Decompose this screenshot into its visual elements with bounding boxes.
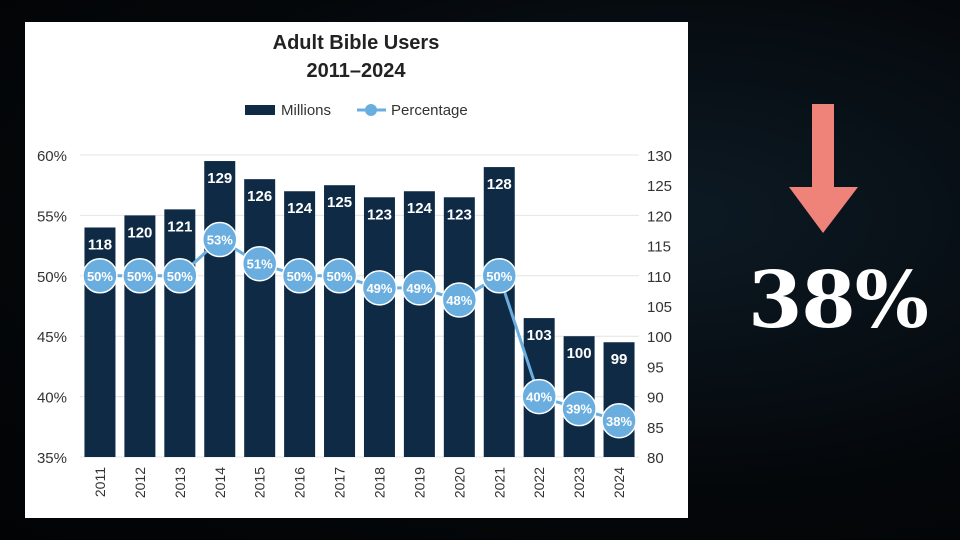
percentage-label: 49% xyxy=(366,281,392,296)
bar-2019 xyxy=(403,191,435,458)
bar-label: 99 xyxy=(611,351,628,368)
percentage-point-2017 xyxy=(321,258,358,294)
percentage-label: 50% xyxy=(127,269,153,284)
left-tick-label: 60% xyxy=(37,148,67,165)
bar-label: 118 xyxy=(88,236,112,253)
percentage-label: 51% xyxy=(247,257,273,272)
percentage-label: 40% xyxy=(526,390,552,405)
percentage-point-2016 xyxy=(281,258,318,294)
down-arrow-icon xyxy=(789,104,858,233)
x-tick-label: 2014 xyxy=(212,467,228,498)
percentage-label: 50% xyxy=(87,269,113,284)
x-tick-label: 2017 xyxy=(332,467,348,498)
x-tick-label: 2022 xyxy=(531,467,547,498)
percentage-label: 48% xyxy=(446,293,472,308)
bar-label: 120 xyxy=(127,224,152,241)
right-tick-label: 130 xyxy=(647,148,672,165)
x-tick-label: 2016 xyxy=(292,467,308,498)
left-tick-label: 40% xyxy=(37,390,67,407)
chart-subtitle: 2011–2024 xyxy=(306,60,406,82)
right-tick-label: 105 xyxy=(647,299,672,316)
bar-2020 xyxy=(443,197,475,457)
bar-2021 xyxy=(483,167,515,457)
percentage-label: 53% xyxy=(207,233,233,248)
x-tick-label: 2023 xyxy=(571,467,587,498)
bar-label: 125 xyxy=(327,194,352,211)
chart-card: Adult Bible Users 2011–2024 Millions Percen… xyxy=(25,22,688,518)
percentage-point-2020 xyxy=(441,282,478,318)
legend-label-percentage: Percentage xyxy=(391,102,468,119)
x-tick-label: 2019 xyxy=(411,467,427,498)
bar-2017 xyxy=(324,185,356,457)
bar-2012 xyxy=(124,215,156,457)
percentage-label: 50% xyxy=(327,269,353,284)
right-tick-label: 85 xyxy=(647,420,664,437)
bar-label: 100 xyxy=(567,345,592,362)
bible-users-chart: Adult Bible Users 2011–2024 Millions Percen… xyxy=(37,32,672,498)
callout-percentage: 38% xyxy=(748,255,929,346)
x-tick-label: 2024 xyxy=(611,467,627,498)
bar-label: 126 xyxy=(247,188,272,205)
legend-swatch-millions xyxy=(245,105,275,115)
percentage-point-2021 xyxy=(481,258,517,294)
percentage-label: 50% xyxy=(486,269,512,284)
percentage-point-2012 xyxy=(122,258,158,294)
x-tick-label: 2018 xyxy=(371,467,387,498)
left-tick-label: 45% xyxy=(37,329,67,346)
right-tick-label: 80 xyxy=(647,450,664,467)
x-tick-label: 2013 xyxy=(172,467,188,498)
x-tick-label: 2020 xyxy=(451,467,467,498)
percentage-point-2014 xyxy=(202,221,238,258)
right-tick-label: 120 xyxy=(647,208,672,225)
x-tick-label: 2011 xyxy=(92,467,108,497)
percentage-label: 50% xyxy=(287,269,313,284)
left-tick-label: 50% xyxy=(37,269,67,286)
percentage-label: 39% xyxy=(566,402,592,417)
legend-label-millions: Millions xyxy=(281,102,331,119)
bar-label: 124 xyxy=(407,200,433,217)
percentage-point-2011 xyxy=(82,258,118,294)
percentage-point-2013 xyxy=(162,258,198,294)
bar-label: 103 xyxy=(527,327,552,344)
right-tick-label: 125 xyxy=(647,178,672,195)
percentage-label: 49% xyxy=(406,281,432,296)
bar-2013 xyxy=(164,209,196,457)
percentage-point-2018 xyxy=(361,270,398,306)
legend-marker-percentage xyxy=(365,104,377,116)
percentage-point-2024 xyxy=(601,403,637,439)
right-tick-label: 110 xyxy=(647,269,671,286)
bar-2014 xyxy=(204,161,236,458)
percentage-label: 50% xyxy=(167,269,193,284)
percentage-point-2022 xyxy=(521,378,557,415)
percentage-point-2023 xyxy=(561,390,597,427)
percentage-point-2015 xyxy=(241,245,278,282)
chart-title: Adult Bible Users xyxy=(273,32,440,54)
bar-2018 xyxy=(363,197,395,457)
right-tick-label: 95 xyxy=(647,359,664,376)
right-tick-label: 115 xyxy=(647,239,671,256)
bar-label: 121 xyxy=(167,218,192,235)
bar-2016 xyxy=(284,191,316,458)
x-tick-label: 2015 xyxy=(252,467,268,498)
left-tick-label: 35% xyxy=(37,450,67,467)
x-tick-label: 2021 xyxy=(491,467,507,498)
bar-2015 xyxy=(244,179,276,457)
bar-label: 124 xyxy=(287,200,313,217)
bar-label: 129 xyxy=(207,170,232,187)
percentage-label: 38% xyxy=(606,414,632,429)
left-tick-label: 55% xyxy=(37,208,67,225)
bar-label: 123 xyxy=(447,206,472,223)
bar-label: 123 xyxy=(367,206,392,223)
x-tick-label: 2012 xyxy=(132,467,148,498)
right-tick-label: 90 xyxy=(647,390,664,407)
right-tick-label: 100 xyxy=(647,329,672,346)
bar-label: 128 xyxy=(487,176,512,193)
percentage-point-2019 xyxy=(401,270,438,306)
